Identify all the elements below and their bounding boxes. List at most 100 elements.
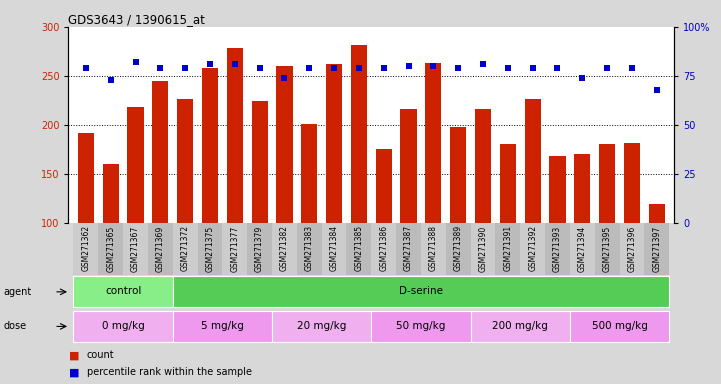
Point <box>279 75 291 81</box>
Point <box>428 63 439 69</box>
Point <box>403 63 415 69</box>
Bar <box>148 223 173 275</box>
Text: GSM271385: GSM271385 <box>355 225 363 271</box>
Point <box>130 59 141 65</box>
Text: ■: ■ <box>68 367 79 377</box>
Text: GSM271362: GSM271362 <box>81 225 90 271</box>
Bar <box>574 154 590 223</box>
Bar <box>570 311 669 342</box>
Text: GDS3643 / 1390615_at: GDS3643 / 1390615_at <box>68 13 205 26</box>
Point <box>577 75 588 81</box>
Text: agent: agent <box>4 287 32 297</box>
Text: dose: dose <box>4 321 27 331</box>
Bar <box>202 68 218 223</box>
Bar <box>371 311 471 342</box>
Point <box>154 65 166 71</box>
Text: 200 mg/kg: 200 mg/kg <box>492 321 548 331</box>
Bar <box>152 81 169 223</box>
Point <box>254 65 265 71</box>
Bar <box>500 144 516 223</box>
Bar <box>595 223 619 275</box>
Text: GSM271367: GSM271367 <box>131 225 140 271</box>
Bar <box>301 124 317 223</box>
Bar <box>446 223 471 275</box>
Bar <box>128 107 143 223</box>
Bar <box>471 223 495 275</box>
Point <box>378 65 389 71</box>
Bar <box>198 223 222 275</box>
Bar <box>98 223 123 275</box>
Bar <box>619 223 645 275</box>
Bar <box>74 276 173 307</box>
Point <box>105 77 117 83</box>
Point <box>180 65 191 71</box>
Bar <box>326 64 342 223</box>
Text: percentile rank within the sample: percentile rank within the sample <box>87 367 252 377</box>
Bar <box>351 45 367 223</box>
Point <box>80 65 92 71</box>
Bar <box>371 223 396 275</box>
Text: GSM271390: GSM271390 <box>479 225 487 271</box>
Bar <box>173 276 669 307</box>
Text: count: count <box>87 350 114 360</box>
Bar <box>173 311 272 342</box>
Bar <box>495 223 521 275</box>
Text: GSM271395: GSM271395 <box>603 225 611 271</box>
Text: GSM271365: GSM271365 <box>106 225 115 271</box>
Text: 50 mg/kg: 50 mg/kg <box>397 321 446 331</box>
Bar <box>272 223 297 275</box>
Text: GSM271397: GSM271397 <box>653 225 661 271</box>
Text: GSM271393: GSM271393 <box>553 225 562 271</box>
Bar <box>475 109 491 223</box>
Point <box>353 65 365 71</box>
Point <box>229 61 241 67</box>
Text: GSM271375: GSM271375 <box>205 225 214 271</box>
Bar <box>347 223 371 275</box>
Text: 0 mg/kg: 0 mg/kg <box>102 321 144 331</box>
Bar <box>252 101 267 223</box>
Bar <box>645 223 669 275</box>
Bar <box>525 99 541 223</box>
Text: GSM271386: GSM271386 <box>379 225 388 271</box>
Bar <box>74 223 98 275</box>
Text: GSM271387: GSM271387 <box>404 225 413 271</box>
Point <box>552 65 563 71</box>
Bar <box>376 149 392 223</box>
Point <box>527 65 539 71</box>
Bar <box>599 144 615 223</box>
Bar <box>400 109 417 223</box>
Bar <box>123 223 148 275</box>
Bar <box>396 223 421 275</box>
Bar <box>78 132 94 223</box>
Bar <box>624 143 640 223</box>
Text: GSM271382: GSM271382 <box>280 225 289 271</box>
Point <box>601 65 613 71</box>
Point <box>626 65 637 71</box>
Text: 500 mg/kg: 500 mg/kg <box>592 321 647 331</box>
Point <box>204 61 216 67</box>
Bar <box>425 63 441 223</box>
Bar <box>649 204 665 223</box>
Bar <box>272 311 371 342</box>
Bar <box>297 223 322 275</box>
Bar <box>421 223 446 275</box>
Bar <box>222 223 247 275</box>
Point <box>502 65 513 71</box>
Bar <box>226 48 243 223</box>
Point <box>304 65 315 71</box>
Bar <box>276 66 293 223</box>
Bar <box>521 223 545 275</box>
Bar <box>545 223 570 275</box>
Bar <box>570 223 595 275</box>
Text: control: control <box>105 286 141 296</box>
Text: GSM271379: GSM271379 <box>255 225 264 271</box>
Text: ■: ■ <box>68 350 79 360</box>
Text: GSM271391: GSM271391 <box>503 225 513 271</box>
Text: 20 mg/kg: 20 mg/kg <box>297 321 346 331</box>
Text: GSM271372: GSM271372 <box>181 225 190 271</box>
Text: GSM271394: GSM271394 <box>578 225 587 271</box>
Bar <box>247 223 272 275</box>
Bar <box>471 311 570 342</box>
Text: 5 mg/kg: 5 mg/kg <box>201 321 244 331</box>
Bar <box>322 223 347 275</box>
